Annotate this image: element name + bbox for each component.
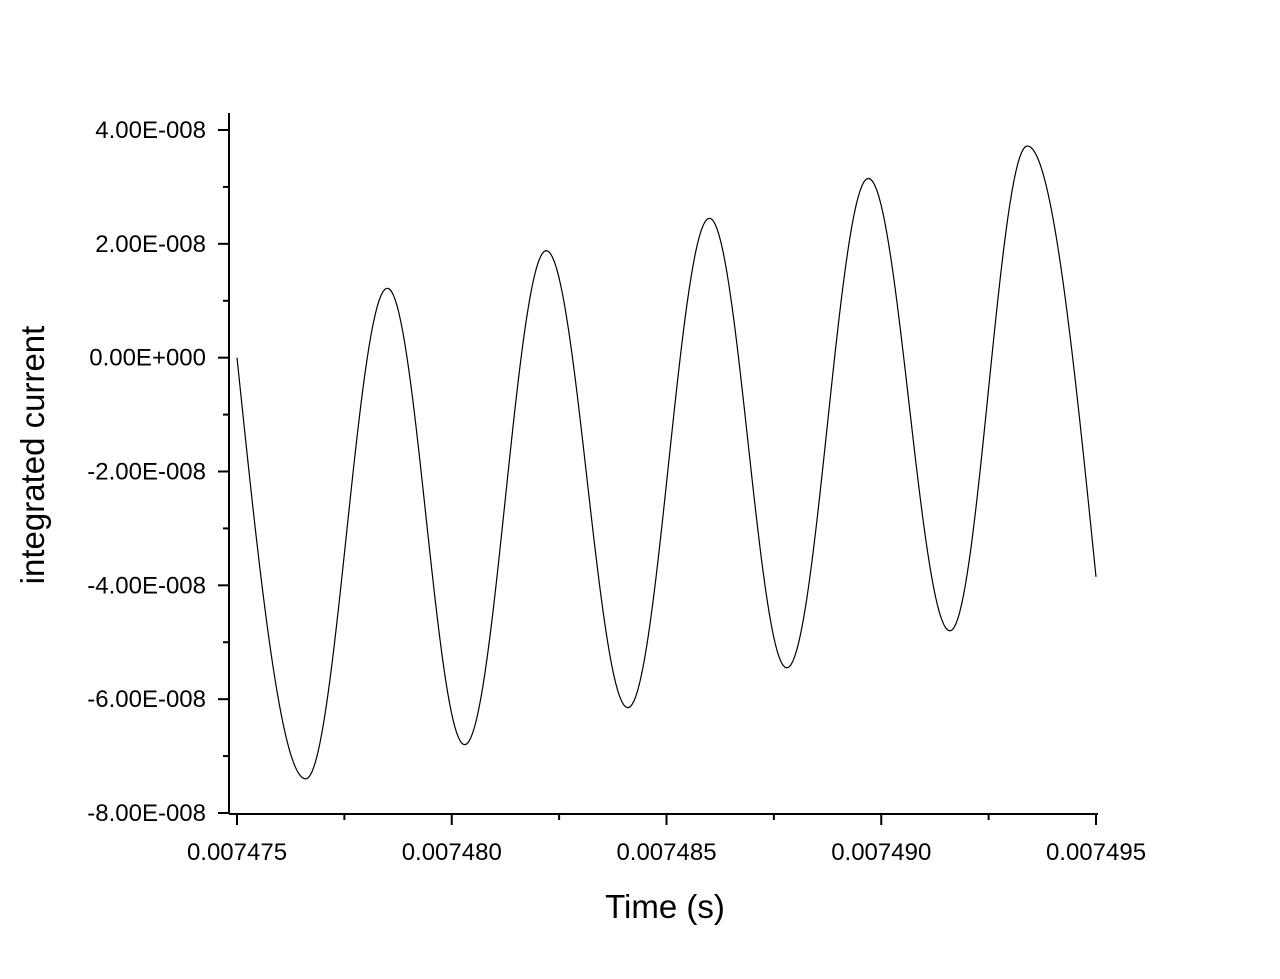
y-axis-ticks: 4.00E-008 2.00E-008 0.00E+000 -2.00E-008 -4.…	[87, 117, 229, 827]
series-line	[236, 145, 1097, 780]
x-axis-title: Time (s)	[605, 888, 725, 925]
y-tick-label: -6.00E-008	[87, 686, 206, 713]
x-tick-label: 0.007485	[616, 839, 716, 866]
y-axis-title: integrated current	[14, 326, 51, 585]
x-tick-label: 0.007480	[402, 839, 502, 866]
y-tick-label: 4.00E-008	[95, 117, 206, 144]
axes	[228, 113, 1098, 815]
x-tick-label: 0.007475	[187, 839, 287, 866]
y-tick-label: -2.00E-008	[87, 459, 206, 486]
x-axis-ticks: 0.007475 0.007480 0.007485 0.007490 0.007495	[187, 814, 1146, 866]
x-tick-label: 0.007490	[831, 839, 931, 866]
y-tick-label: 0.00E+000	[89, 345, 206, 372]
y-tick-label: -4.00E-008	[87, 572, 206, 599]
y-tick-label: 2.00E-008	[95, 231, 206, 258]
x-tick-label: 0.007495	[1046, 839, 1146, 866]
y-tick-label: -8.00E-008	[87, 800, 206, 827]
